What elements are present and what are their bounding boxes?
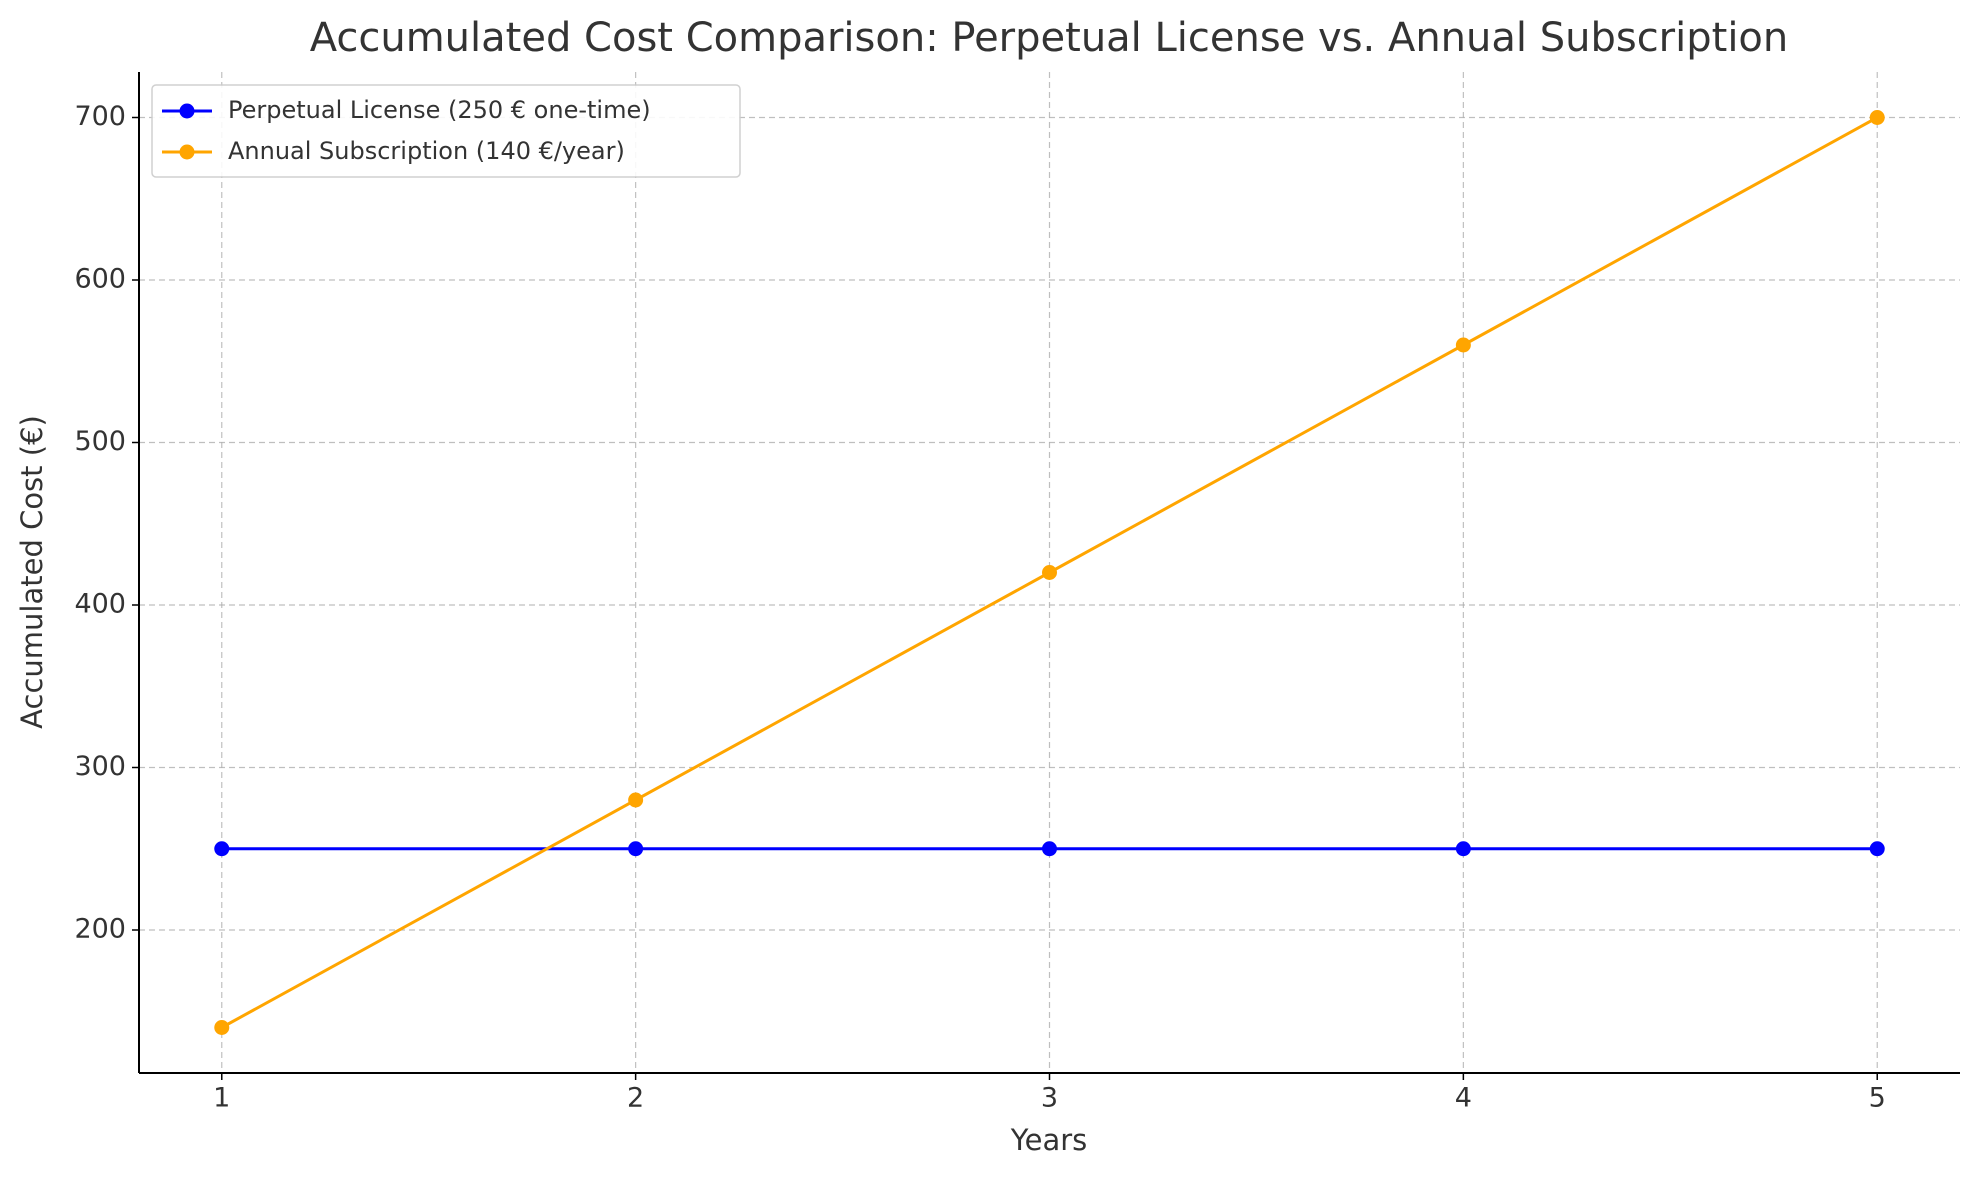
legend-box [151, 84, 741, 178]
legend-marker [179, 144, 195, 160]
point [1869, 841, 1885, 857]
legend-label: Annual Subscription (140 €/year) [228, 137, 625, 165]
x-tick-label: 4 [1455, 1083, 1472, 1114]
point [628, 792, 644, 808]
point [1455, 841, 1471, 857]
y-tick-label: 200 [74, 914, 126, 945]
x-tick-label: 2 [627, 1083, 644, 1114]
point [214, 841, 230, 857]
x-tick-label: 5 [1869, 1083, 1886, 1114]
y-tick-label: 400 [74, 589, 126, 620]
y-axis-label: Accumulated Cost (€) [15, 415, 49, 729]
point [1455, 337, 1471, 353]
point [1869, 110, 1885, 125]
x-axis-label: Years [1010, 1123, 1088, 1157]
legend-marker [179, 103, 195, 119]
point [214, 1020, 230, 1035]
point [1042, 841, 1057, 857]
y-tick-label: 500 [74, 426, 126, 457]
point [1042, 565, 1057, 580]
x-tick-label: 1 [213, 1083, 230, 1114]
y-tick-label: 600 [74, 264, 126, 295]
legend-label: Perpetual License (250 € one-time) [228, 96, 651, 124]
chart-title: Accumulated Cost Comparison: Perpetual L… [310, 15, 1789, 61]
y-tick-label: 700 [74, 101, 126, 132]
x-tick-label: 3 [1041, 1083, 1058, 1114]
y-tick-label: 300 [74, 751, 126, 782]
point [628, 841, 644, 857]
